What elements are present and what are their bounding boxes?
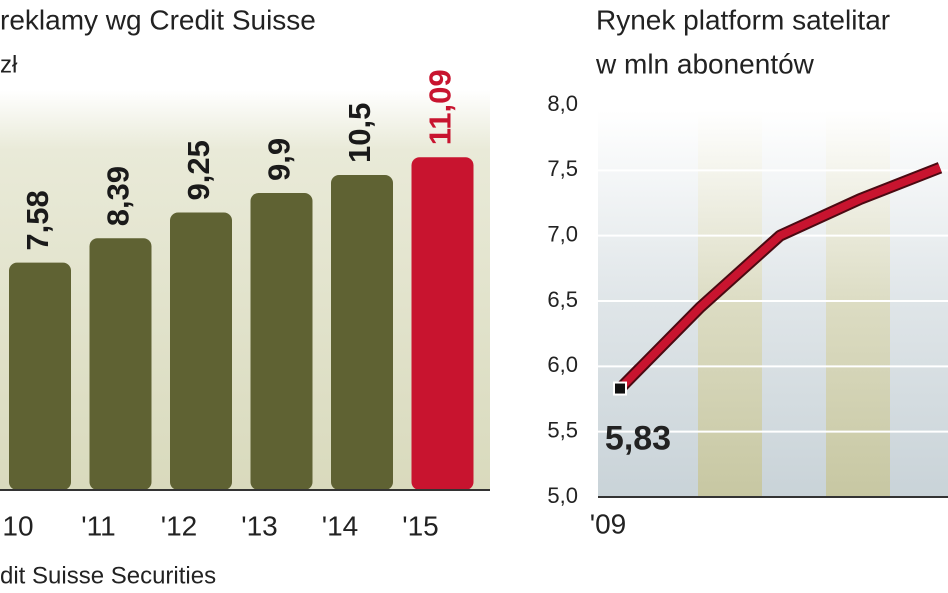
y-tick-label: 5,0 <box>547 483 578 508</box>
value-label: 8,39 <box>101 166 136 226</box>
y-tick-label: 5,5 <box>547 417 578 442</box>
x-tick-label: '12 <box>161 510 198 541</box>
value-label: 7,58 <box>20 190 55 250</box>
chart-subtitle: zł <box>0 51 18 78</box>
value-label: 9,25 <box>181 140 216 200</box>
bar <box>170 212 232 490</box>
bar <box>331 175 393 490</box>
chart-title: reklamy wg Credit Suisse <box>0 4 316 35</box>
x-tick-label: 10 <box>2 510 33 541</box>
bar <box>411 157 474 491</box>
x-tick-label: '14 <box>322 510 359 541</box>
line <box>617 163 942 392</box>
chart-title: Rynek platform satelitar <box>596 4 890 35</box>
bar <box>9 262 71 490</box>
point-marker <box>613 381 627 396</box>
x-tick-label: '09 <box>590 508 627 539</box>
chart-subtitle: w mln abonentów <box>595 48 815 79</box>
y-tick-label: 6,0 <box>547 352 578 377</box>
value-label: 5,83 <box>605 420 671 458</box>
value-label: 9,9 <box>262 138 297 181</box>
bar <box>250 193 313 490</box>
source: dit Suisse Securities <box>0 562 216 589</box>
bar <box>89 238 152 490</box>
plot-background <box>0 90 490 490</box>
value-label: 10,5 <box>342 103 377 163</box>
y-tick-label: 8,0 <box>547 91 578 116</box>
x-tick-label: '11 <box>81 510 115 541</box>
value-label: 11,09 <box>423 69 458 145</box>
y-tick-label: 7,5 <box>547 156 578 181</box>
y-tick-label: 6,5 <box>547 287 578 312</box>
y-tick-label: 7,0 <box>547 221 578 246</box>
x-tick-label: '13 <box>241 510 278 541</box>
x-tick-label: '15 <box>402 510 439 541</box>
